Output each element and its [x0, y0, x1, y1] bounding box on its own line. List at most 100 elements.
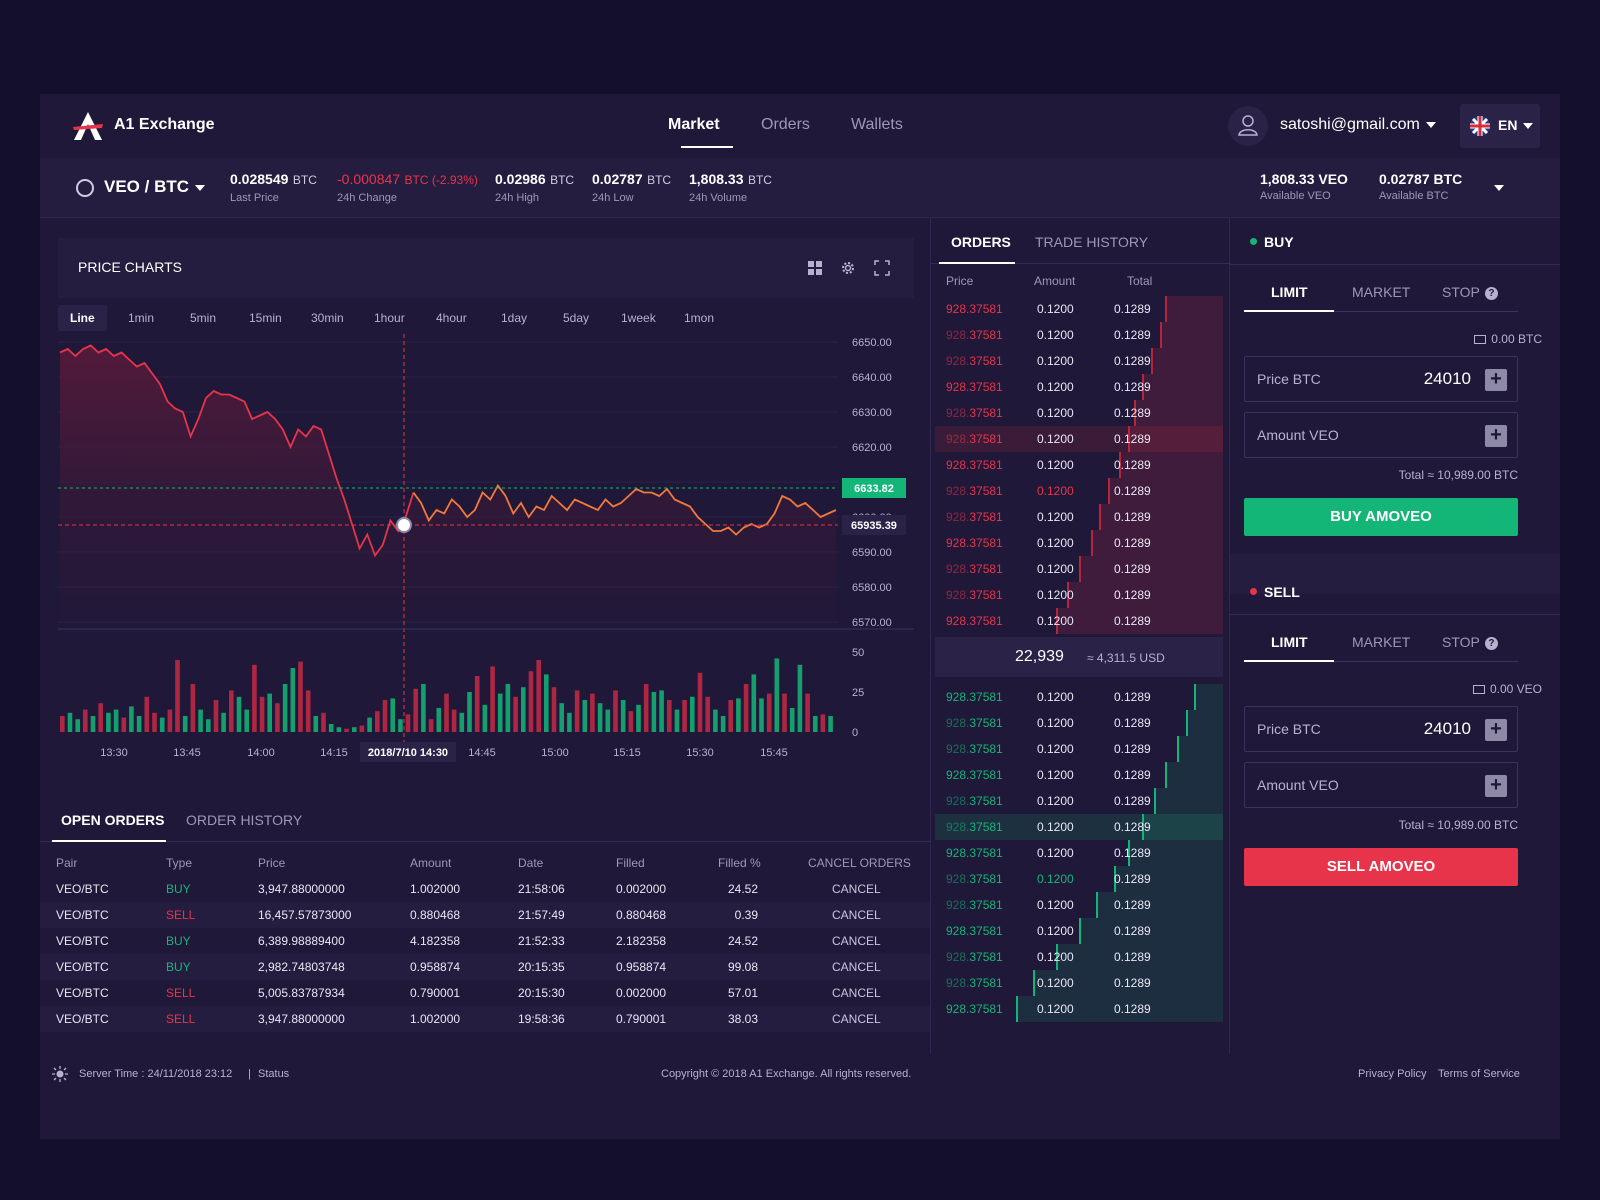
sell-amount-field[interactable]: Amount VEO + [1244, 762, 1518, 808]
ask-depth-bar [1159, 322, 1223, 348]
fullscreen-icon[interactable] [874, 260, 890, 276]
status-link[interactable]: Status [258, 1068, 290, 1080]
balances-expand-icon[interactable] [1494, 185, 1504, 191]
interval-1mon[interactable]: 1mon [684, 311, 715, 325]
buy-amount-field[interactable]: Amount VEO + [1244, 412, 1518, 458]
privacy-policy-link[interactable]: Privacy Policy [1358, 1068, 1427, 1080]
volume-bar [674, 709, 680, 732]
cancel-button[interactable]: CANCEL [832, 986, 881, 1000]
buy-price-field[interactable]: Price BTC 24010 + [1244, 356, 1518, 402]
volume-bar [144, 696, 150, 732]
ask-row[interactable]: 928.37581 0.1200 0.1289 [935, 322, 1223, 348]
ask-row[interactable]: 928.37581 0.1200 0.1289 [935, 296, 1223, 322]
user-menu[interactable]: satoshi@gmail.com [1280, 116, 1436, 134]
sun-icon[interactable] [52, 1066, 68, 1082]
bid-row[interactable]: 928.37581 0.1200 0.1289 [935, 684, 1223, 710]
language-selector[interactable]: EN [1460, 104, 1540, 148]
cell-date: 20:15:35 [518, 960, 565, 974]
buy-tab-market[interactable]: MARKET [1352, 284, 1411, 300]
ask-row[interactable]: 928.37581 0.1200 0.1289 [935, 374, 1223, 400]
interval-line[interactable]: Line [58, 305, 107, 331]
volume-bar [713, 709, 718, 732]
cancel-button[interactable]: CANCEL [832, 960, 881, 974]
bid-row[interactable]: 928.37581 0.1200 0.1289 [935, 944, 1223, 970]
sell-tab-market[interactable]: MARKET [1352, 634, 1411, 650]
sell-price-field[interactable]: Price BTC 24010 + [1244, 706, 1518, 752]
tab-trade-history[interactable]: TRADE HISTORY [1035, 234, 1149, 250]
grid-icon[interactable] [807, 260, 823, 276]
bid-row[interactable]: 928.37581 0.1200 0.1289 [935, 710, 1223, 736]
help-icon[interactable]: ? [1484, 636, 1498, 650]
ask-row[interactable]: 928.37581 0.1200 0.1289 [935, 582, 1223, 608]
interval-1min[interactable]: 1min [128, 311, 155, 325]
cursor-point[interactable] [396, 517, 412, 533]
buy-tab-limit[interactable]: LIMIT [1271, 284, 1308, 300]
pair-selector[interactable]: VEO / BTC [104, 177, 206, 197]
brand-name[interactable]: A1 Exchange [114, 116, 215, 133]
col-cancel-orders[interactable]: CANCEL ORDERS [808, 856, 911, 870]
time-tick-label: 15:00 [541, 747, 569, 759]
ask-row[interactable]: 928.37581 0.1200 0.1289 [935, 426, 1223, 452]
interval-1hour[interactable]: 1hour [374, 311, 405, 325]
terms-of-service-link[interactable]: Terms of Service [1438, 1068, 1520, 1080]
tab-order-history[interactable]: ORDER HISTORY [186, 812, 303, 828]
ask-row[interactable]: 928.37581 0.1200 0.1289 [935, 556, 1223, 582]
cancel-button[interactable]: CANCEL [832, 908, 881, 922]
sell-tab-stop[interactable]: STOP? [1442, 634, 1498, 650]
ask-row[interactable]: 928.37581 0.1200 0.1289 [935, 478, 1223, 504]
ask-row[interactable]: 928.37581 0.1200 0.1289 [935, 504, 1223, 530]
tab-orders[interactable]: ORDERS [951, 234, 1011, 250]
book-price-dec: 37581 [969, 742, 1003, 756]
ask-row[interactable]: 928.37581 0.1200 0.1289 [935, 530, 1223, 556]
bid-row[interactable]: 928.37581 0.1200 0.1289 [935, 918, 1223, 944]
book-col-total: Total [1127, 274, 1153, 288]
trade-panel: BUY LIMIT MARKET STOP? 0.00 BTC Price BT… [1230, 218, 1560, 1054]
cancel-button[interactable]: CANCEL [832, 934, 881, 948]
nav-market[interactable]: Market [668, 116, 720, 133]
buy-price-plus-icon[interactable]: + [1485, 369, 1507, 391]
interval-5day[interactable]: 5day [563, 311, 590, 325]
ask-row[interactable]: 928.37581 0.1200 0.1289 [935, 400, 1223, 426]
price-volume-chart[interactable]: 6650.006640.006630.006620.006610.006600.… [58, 334, 914, 798]
sell-amoveo-button[interactable]: SELL AMOVEO [1244, 848, 1518, 886]
ask-row[interactable]: 928.37581 0.1200 0.1289 [935, 348, 1223, 374]
sell-price-plus-icon[interactable]: + [1485, 719, 1507, 741]
sell-tab-limit[interactable]: LIMIT [1271, 634, 1308, 650]
bid-row[interactable]: 928.37581 0.1200 0.1289 [935, 788, 1223, 814]
bid-row[interactable]: 928.37581 0.1200 0.1289 [935, 762, 1223, 788]
bid-row[interactable]: 928.37581 0.1200 0.1289 [935, 814, 1223, 840]
interval-30min[interactable]: 30min [311, 311, 344, 325]
orders-table-header: Pair Type Price Amount Date Filled Fille… [40, 850, 930, 876]
book-amount: 0.1200 [1037, 768, 1074, 782]
bid-row[interactable]: 928.37581 0.1200 0.1289 [935, 866, 1223, 892]
interval-1week[interactable]: 1week [621, 311, 656, 325]
bid-row[interactable]: 928.37581 0.1200 0.1289 [935, 970, 1223, 996]
volume-bar [459, 712, 465, 732]
interval-4hour[interactable]: 4hour [436, 311, 467, 325]
help-icon[interactable]: ? [1484, 286, 1498, 300]
user-avatar[interactable] [1228, 106, 1268, 146]
tab-open-orders[interactable]: OPEN ORDERS [61, 812, 165, 828]
bid-row[interactable]: 928.37581 0.1200 0.1289 [935, 996, 1223, 1022]
nav-orders[interactable]: Orders [761, 116, 810, 133]
a1-logo-icon[interactable] [72, 110, 104, 142]
sell-amount-plus-icon[interactable]: + [1485, 775, 1507, 797]
buy-amount-plus-icon[interactable]: + [1485, 425, 1507, 447]
nav-wallets[interactable]: Wallets [851, 116, 903, 133]
cell-amount: 0.958874 [410, 960, 461, 974]
cancel-button[interactable]: CANCEL [832, 882, 881, 896]
ask-row[interactable]: 928.37581 0.1200 0.1289 [935, 452, 1223, 478]
ask-row[interactable]: 928.37581 0.1200 0.1289 [935, 608, 1223, 634]
interval-15min[interactable]: 15min [249, 311, 282, 325]
sell-price-value[interactable]: 24010 [1423, 719, 1471, 738]
gear-icon[interactable] [840, 260, 856, 276]
interval-1day[interactable]: 1day [501, 311, 528, 325]
interval-5min[interactable]: 5min [190, 311, 217, 325]
buy-price-value[interactable]: 24010 [1423, 369, 1471, 388]
bid-row[interactable]: 928.37581 0.1200 0.1289 [935, 892, 1223, 918]
cancel-button[interactable]: CANCEL [832, 1012, 881, 1026]
buy-tab-stop[interactable]: STOP? [1442, 284, 1498, 300]
bid-row[interactable]: 928.37581 0.1200 0.1289 [935, 840, 1223, 866]
bid-row[interactable]: 928.37581 0.1200 0.1289 [935, 736, 1223, 762]
buy-amoveo-button[interactable]: BUY AMOVEO [1244, 498, 1518, 536]
